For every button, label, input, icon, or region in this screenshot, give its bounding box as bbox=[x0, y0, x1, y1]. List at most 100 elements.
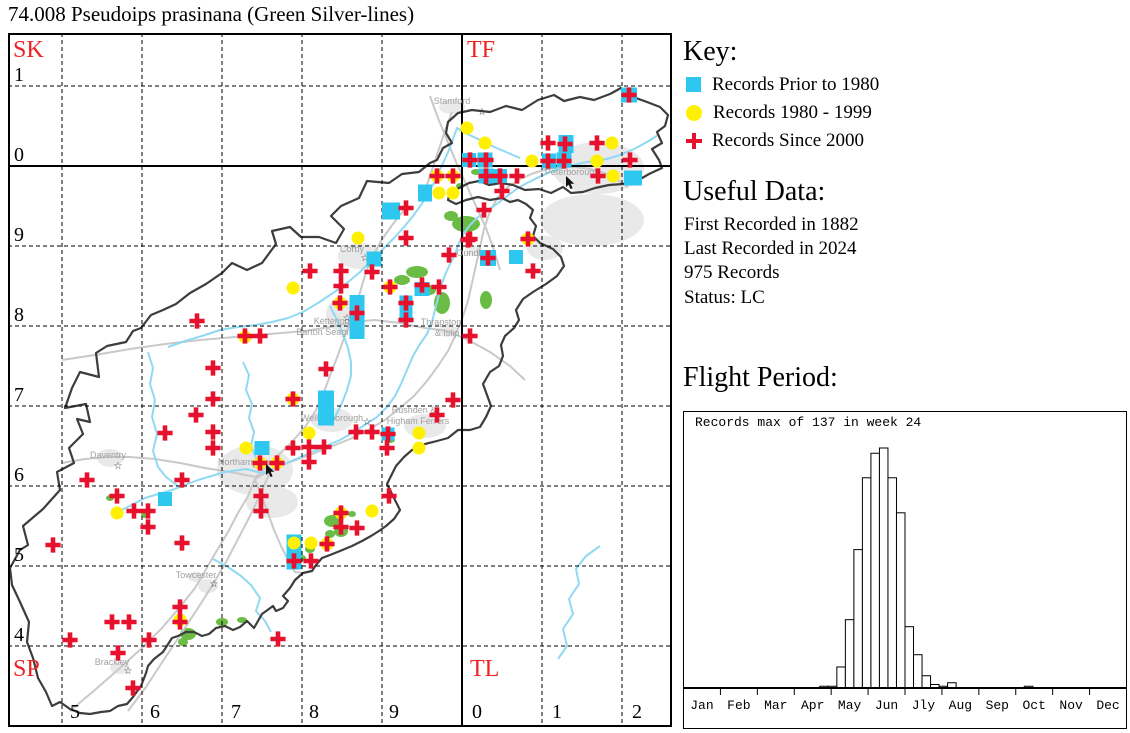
place-label: Northampton bbox=[218, 457, 270, 467]
flight-bar bbox=[913, 654, 923, 689]
record-cross-marker bbox=[556, 153, 572, 169]
record-cross-marker bbox=[494, 183, 510, 199]
record-cross-marker bbox=[590, 168, 606, 184]
map-border bbox=[8, 33, 672, 727]
river bbox=[557, 545, 601, 660]
record-cross-marker bbox=[319, 536, 335, 552]
record-cross-marker bbox=[316, 439, 332, 455]
road bbox=[61, 319, 526, 381]
flight-period-chart: Jan Feb Mar Apr May Jun Jly Aug Sep Oct Nov Dec bbox=[683, 411, 1127, 729]
urban-area bbox=[439, 100, 465, 114]
square-marker-icon bbox=[686, 77, 701, 92]
record-cross-marker bbox=[540, 153, 556, 169]
grid-row-label: 0 bbox=[14, 144, 24, 166]
record-cross-marker bbox=[478, 168, 494, 184]
cursor-icon bbox=[266, 464, 275, 478]
record-cross-marker bbox=[285, 391, 301, 407]
grid-row-label: 6 bbox=[14, 464, 24, 486]
record-cross-marker bbox=[286, 553, 302, 569]
record-cross-marker bbox=[381, 488, 397, 504]
record-cross-marker bbox=[62, 632, 78, 648]
road bbox=[127, 471, 271, 712]
place-label: & Islip bbox=[435, 328, 460, 338]
month-label: Feb bbox=[727, 698, 750, 713]
town-star-icon: ☆ bbox=[361, 253, 370, 264]
record-cross-marker bbox=[462, 328, 478, 344]
record-cross-marker bbox=[525, 263, 541, 279]
record-cross-marker bbox=[104, 614, 120, 630]
record-cross-marker bbox=[126, 503, 142, 519]
river bbox=[242, 361, 257, 469]
cursor-icon bbox=[566, 176, 575, 190]
key-item-label: Records 1980 - 1999 bbox=[713, 101, 872, 123]
record-circle-marker bbox=[304, 536, 318, 550]
record-cross-marker bbox=[45, 537, 61, 553]
record-cross-marker bbox=[333, 278, 349, 294]
grid-col-label: 6 bbox=[150, 701, 160, 723]
record-cross-marker bbox=[205, 360, 221, 376]
grid-col-label: 2 bbox=[632, 701, 642, 723]
record-circle-marker bbox=[302, 426, 316, 440]
grid-col-label: 0 bbox=[472, 701, 482, 723]
town-star-icon: ☆ bbox=[363, 417, 372, 428]
record-cross-marker bbox=[431, 279, 447, 295]
record-cross-marker bbox=[398, 200, 414, 216]
town-star-icon: ☆ bbox=[124, 666, 133, 677]
record-circle-marker bbox=[432, 186, 446, 200]
record-cross-marker bbox=[172, 614, 188, 630]
record-circle-marker bbox=[478, 136, 492, 150]
record-cross-marker bbox=[398, 295, 414, 311]
record-cross-marker bbox=[303, 553, 319, 569]
record-cross-marker bbox=[205, 391, 221, 407]
flight-bar bbox=[870, 452, 880, 689]
record-cross-marker bbox=[285, 440, 301, 456]
place-label: Towcester bbox=[176, 570, 217, 580]
useful-data-heading: Useful Data: bbox=[683, 176, 826, 207]
record-circle-marker bbox=[605, 136, 619, 150]
record-cross-marker bbox=[237, 328, 253, 344]
record-circle-marker bbox=[412, 441, 426, 455]
record-circle-marker bbox=[606, 169, 620, 183]
record-cross-marker bbox=[172, 599, 188, 615]
woodland bbox=[324, 515, 340, 527]
record-cross-marker bbox=[348, 424, 364, 440]
grid-letter: TF bbox=[467, 37, 495, 63]
record-cross-marker bbox=[480, 250, 496, 266]
record-cross-marker bbox=[332, 295, 348, 311]
record-cross-marker bbox=[269, 455, 285, 471]
woodland bbox=[452, 216, 480, 232]
place-label: Oundle bbox=[456, 248, 485, 258]
flight-bar bbox=[836, 666, 846, 689]
record-cross-marker bbox=[252, 455, 268, 471]
record-cross-marker bbox=[398, 230, 414, 246]
record-cross-marker bbox=[557, 136, 573, 152]
place-label: Stamford bbox=[434, 96, 471, 106]
grid-row-label: 4 bbox=[14, 624, 24, 646]
grid-col-label: 8 bbox=[309, 701, 319, 723]
record-cross-marker bbox=[429, 168, 445, 184]
flight-period-heading: Flight Period: bbox=[683, 362, 838, 393]
woodland bbox=[325, 530, 335, 538]
grid-row-label: 9 bbox=[14, 224, 24, 246]
record-circle-marker bbox=[365, 504, 379, 518]
urban-area bbox=[540, 194, 644, 246]
record-cross-marker bbox=[253, 488, 269, 504]
record-cross-marker bbox=[174, 472, 190, 488]
record-cross-marker bbox=[205, 424, 221, 440]
urban-area bbox=[527, 236, 563, 260]
place-label: Daventry bbox=[90, 450, 127, 460]
record-cross-marker bbox=[492, 168, 508, 184]
woodland bbox=[178, 638, 188, 646]
grid-col-label: 7 bbox=[231, 701, 241, 723]
flight-bar bbox=[844, 619, 855, 689]
record-cross-marker bbox=[121, 614, 137, 630]
record-cross-marker bbox=[478, 152, 494, 168]
record-cross-marker bbox=[270, 631, 286, 647]
flight-chart-canvas: Jan Feb Mar Apr May Jun Jly Aug Sep Oct Nov Dec bbox=[683, 411, 1127, 729]
month-label: Sep bbox=[986, 698, 1009, 713]
county-boundary bbox=[8, 86, 670, 716]
flight-bar bbox=[887, 477, 897, 689]
place-label: Higham Ferrers bbox=[387, 416, 450, 426]
record-cross-marker bbox=[462, 231, 478, 247]
